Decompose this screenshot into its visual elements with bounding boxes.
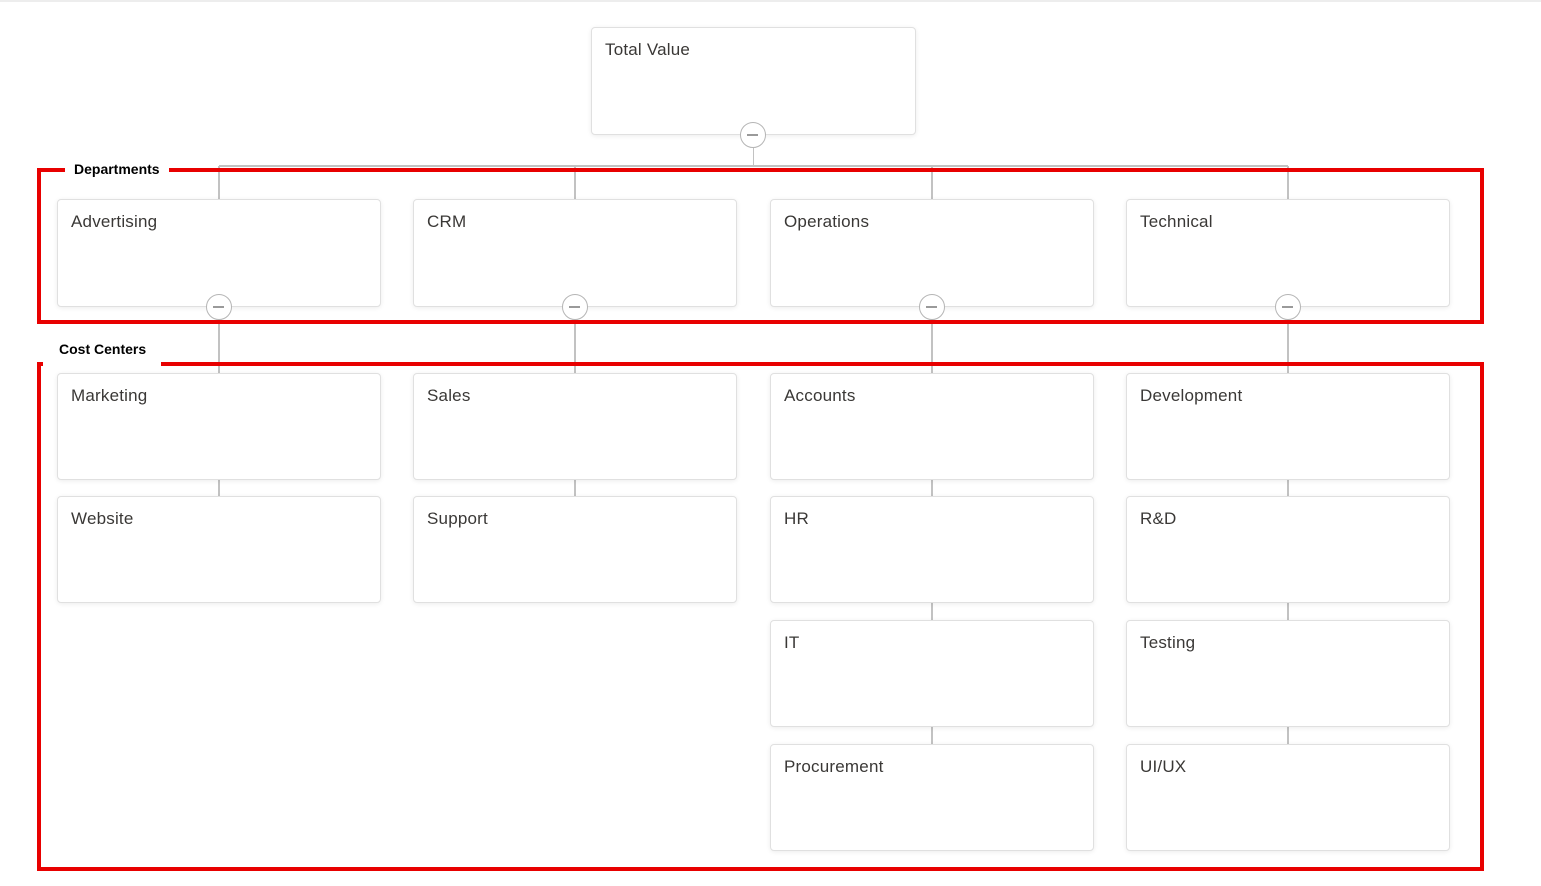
node-label: CRM [427,212,467,231]
connector-line [1287,480,1289,496]
departments-section-label: Departments [65,162,169,177]
node-label: Procurement [784,757,884,776]
connector-line [219,165,1288,167]
node-crm[interactable]: CRM [413,199,737,307]
minus-icon [747,134,758,136]
connector-line [931,727,933,744]
minus-icon [1282,306,1293,308]
node-total-value[interactable]: Total Value [591,27,916,135]
node-procurement[interactable]: Procurement [770,744,1094,851]
node-operations[interactable]: Operations [770,199,1094,307]
node-sales[interactable]: Sales [413,373,737,480]
node-website[interactable]: Website [57,496,381,603]
node-label: Operations [784,212,870,231]
node-development[interactable]: Development [1126,373,1450,480]
node-testing[interactable]: Testing [1126,620,1450,727]
node-label: Advertising [71,212,158,231]
connector-line [1287,603,1289,620]
minus-icon [569,306,580,308]
connector-line [218,480,220,496]
node-label: Technical [1140,212,1213,231]
node-advertising[interactable]: Advertising [57,199,381,307]
connector-line [1287,727,1289,744]
departments-highlight-box [37,168,1484,324]
node-technical[interactable]: Technical [1126,199,1450,307]
top-divider [0,0,1541,2]
connector-line [931,320,933,373]
node-label: Website [71,509,134,528]
collapse-button[interactable] [562,294,588,320]
connector-line [218,320,220,373]
connector-line [574,320,576,373]
node-label: UI/UX [1140,757,1187,776]
node-rnd[interactable]: R&D [1126,496,1450,603]
node-uiux[interactable]: UI/UX [1126,744,1450,851]
node-label: R&D [1140,509,1177,528]
node-label: Accounts [784,386,856,405]
cost-centers-highlight-box [37,362,1484,871]
connector-line [931,166,933,199]
connector-line [1287,166,1289,199]
connector-line [931,603,933,620]
node-label: HR [784,509,809,528]
connector-line [574,166,576,199]
collapse-button[interactable] [740,122,766,148]
node-it[interactable]: IT [770,620,1094,727]
node-accounts[interactable]: Accounts [770,373,1094,480]
cost-centers-section-label: Cost Centers [59,341,147,357]
connector-line [574,480,576,496]
node-support[interactable]: Support [413,496,737,603]
node-label: Support [427,509,488,528]
node-label: IT [784,633,800,652]
connector-line [1287,320,1289,373]
connector-line [931,480,933,496]
node-label: Total Value [605,40,691,59]
node-label: Development [1140,386,1243,405]
node-label: Marketing [71,386,148,405]
node-label: Testing [1140,633,1196,652]
node-hr[interactable]: HR [770,496,1094,603]
node-marketing[interactable]: Marketing [57,373,381,480]
connector-line [752,148,754,166]
minus-icon [213,306,224,308]
border-gap [43,361,161,367]
minus-icon [926,306,937,308]
collapse-button[interactable] [206,294,232,320]
node-label: Sales [427,386,471,405]
collapse-button[interactable] [1275,294,1301,320]
connector-line [218,166,220,199]
collapse-button[interactable] [919,294,945,320]
